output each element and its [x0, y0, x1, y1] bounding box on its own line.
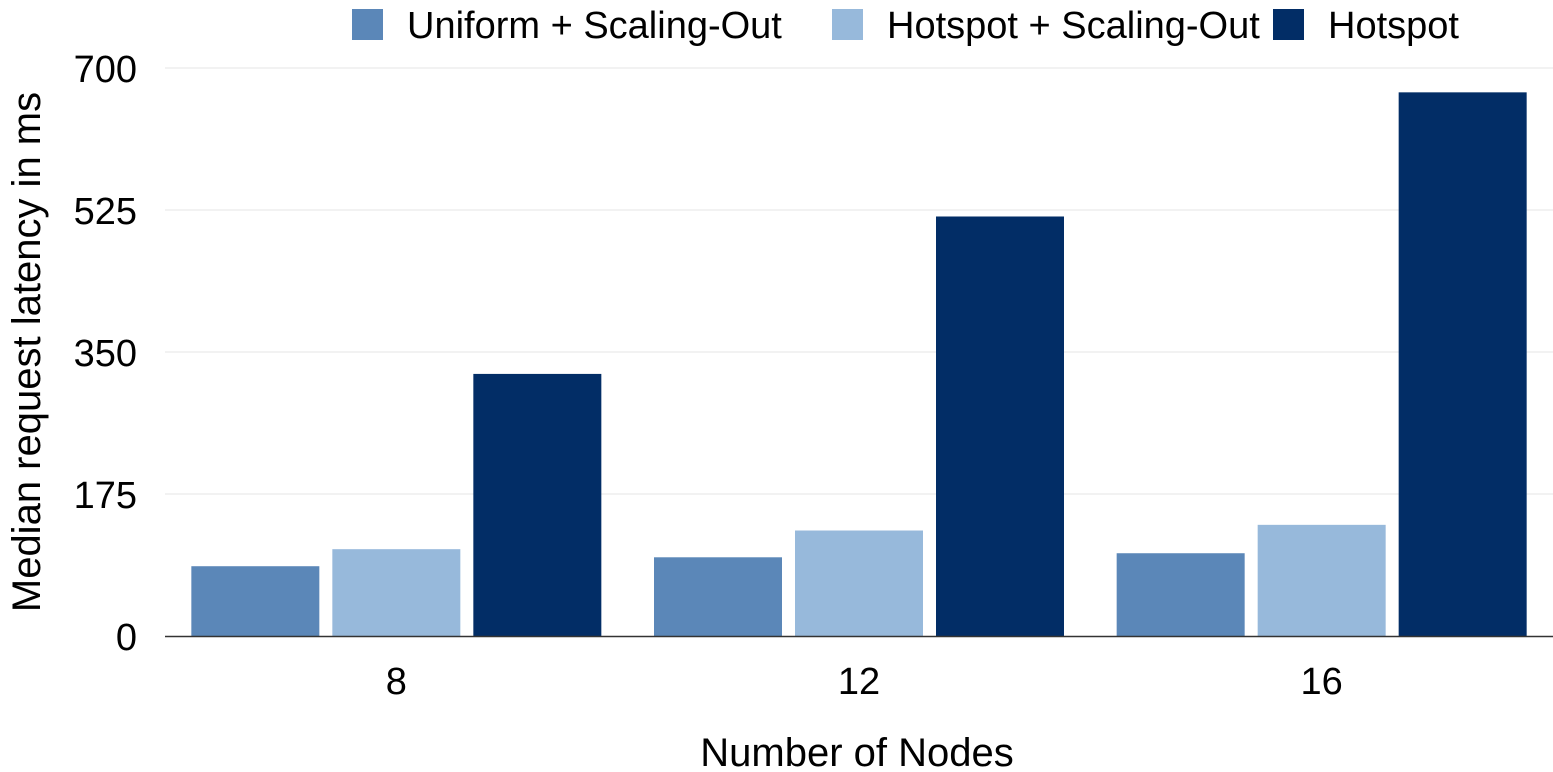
legend: Uniform + Scaling-Out Hotspot + Scaling-O…: [352, 5, 1459, 47]
bar-hotspot-16: [1398, 92, 1527, 637]
legend-label: Hotspot: [1328, 5, 1459, 47]
x-tick-label: 12: [838, 661, 880, 703]
legend-item: Uniform + Scaling-Out: [352, 5, 782, 47]
y-tick-label: 525: [74, 191, 137, 233]
bar-hotspot-scaling-out-16: [1257, 524, 1386, 636]
gridlines: [165, 67, 1553, 495]
x-tick-labels: 8 12 16: [386, 661, 1343, 703]
y-tick-label: 700: [74, 49, 137, 91]
legend-label: Hotspot + Scaling-Out: [887, 5, 1260, 47]
x-tick-label: 8: [386, 661, 407, 703]
x-axis-label: Number of Nodes: [700, 731, 1013, 772]
legend-label: Uniform + Scaling-Out: [407, 5, 782, 47]
legend-swatch: [832, 9, 863, 40]
y-tick-label: 350: [74, 333, 137, 375]
y-tick-label: 175: [74, 475, 137, 517]
bar-hotspot-scaling-out-8: [332, 549, 461, 636]
bar-uniform-scaling-out-16: [1116, 553, 1245, 636]
legend-item: Hotspot + Scaling-Out: [832, 5, 1260, 47]
legend-item: Hotspot: [1273, 5, 1459, 47]
bars: [191, 92, 1527, 637]
bar-hotspot-8: [473, 373, 602, 636]
y-tick-label: 0: [116, 617, 137, 659]
legend-swatch: [1273, 9, 1304, 40]
y-axis-label: Median request latency in ms: [5, 92, 49, 612]
bar-hotspot-scaling-out-12: [795, 530, 923, 636]
y-tick-labels: 0 175 350 525 700: [74, 49, 137, 659]
bar-uniform-scaling-out-12: [654, 557, 782, 636]
bar-hotspot-12: [936, 216, 1064, 636]
x-tick-label: 16: [1301, 661, 1343, 703]
bar-uniform-scaling-out-8: [191, 566, 320, 636]
legend-swatch: [352, 9, 383, 40]
